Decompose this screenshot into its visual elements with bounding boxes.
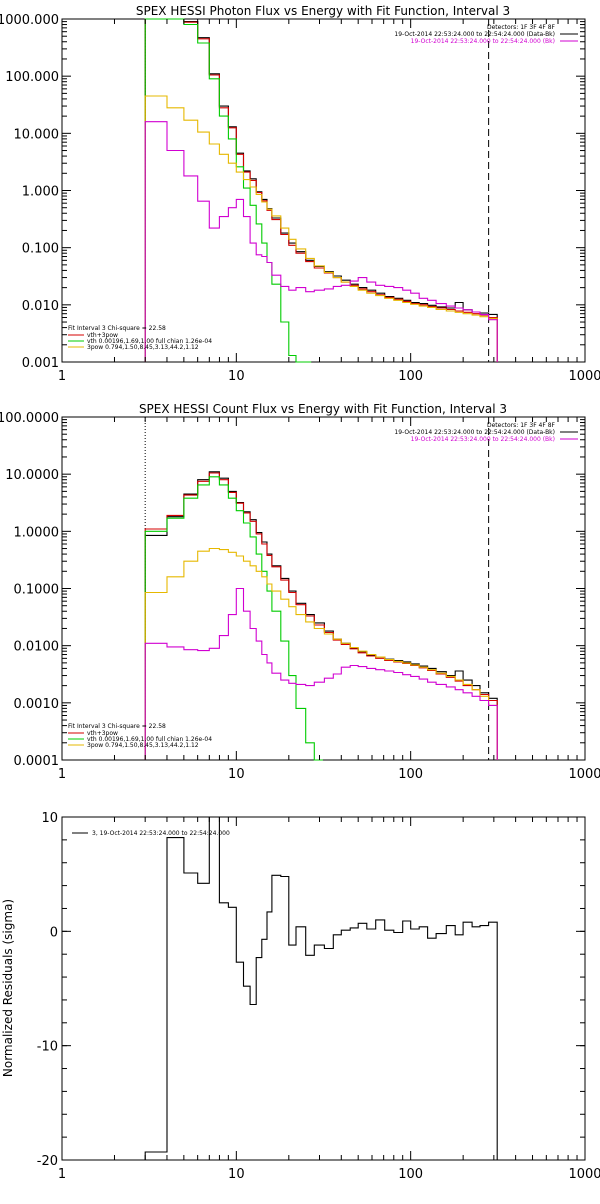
y-tick-label: 10 — [41, 811, 58, 826]
series-line-3 — [144, 95, 498, 362]
residuals-panel: 1 10 100 1000 -20 -10 0 10 Normalized Residuals… — [1, 811, 600, 1182]
count-flux-plot-frame — [61, 416, 586, 761]
photon-fit-line-3: 3pow 0.794,1.50,8.45,3.13,44.2,1.12 — [87, 344, 199, 351]
y-tick-label: -20 — [37, 1154, 58, 1169]
series-line-4 — [144, 587, 498, 760]
photon-flux-panel: SPEX HESSI Photon Flux vs Energy with Fi… — [0, 4, 600, 384]
count-flux-title: SPEX HESSI Count Flux vs Energy with Fit… — [139, 402, 507, 416]
y-tick-label: 100.000 — [5, 70, 59, 85]
y-tick-label: 0.1000 — [14, 583, 60, 598]
series-line-4 — [144, 121, 498, 362]
photon-fit-line-1: vth+3pow — [87, 332, 118, 339]
series-line-0 — [144, 471, 498, 760]
residuals-y-axis-label: Normalized Residuals (sigma) — [1, 899, 15, 1077]
count-header-line-1: 19-Oct-2014 22:53:24.000 to 22:54:24.000… — [394, 429, 555, 436]
x-tick-label: 10 — [228, 1167, 245, 1182]
count-flux-axes: 1 10 100 1000 0.0001 0.0010 0.0100 0.1000 1.0000… — [0, 411, 600, 782]
x-tick-label: 10 — [228, 767, 245, 782]
photon-header-line-1: 19-Oct-2014 22:53:24.000 to 22:54:24.000… — [394, 31, 555, 38]
photon-fit-line-0: Fit Interval 3 Chi-square = 22.58 — [68, 325, 166, 332]
y-tick-label: 1.000 — [22, 185, 59, 200]
residuals-axes: 1 10 100 1000 -20 -10 0 10 — [37, 811, 600, 1182]
y-tick-label: 1.0000 — [14, 525, 60, 540]
x-tick-label: 1 — [58, 1167, 66, 1182]
count-header-line-0: Detectors: 1F 3F 4F 8F — [487, 422, 556, 429]
x-tick-label: 1000 — [568, 1167, 600, 1182]
photon-flux-series — [144, 18, 498, 363]
series-line-2 — [144, 18, 312, 363]
y-tick-label: 0.010 — [22, 299, 59, 314]
y-tick-label: 0 — [50, 925, 58, 940]
photon-header-line-2: 19-Oct-2014 22:53:24.000 to 22:54:24.000… — [411, 38, 555, 45]
y-tick-label: 0.100 — [22, 242, 59, 257]
count-header-line-2: 19-Oct-2014 22:53:24.000 to 22:54:24.000… — [411, 436, 555, 443]
x-tick-label: 10 — [228, 369, 245, 384]
count-flux-series — [144, 471, 498, 761]
x-tick-label: 1000 — [568, 369, 600, 384]
y-tick-label: 10.000 — [14, 127, 60, 142]
x-tick-label: 1000 — [568, 767, 600, 782]
x-tick-label: 1 — [58, 369, 66, 384]
y-tick-label: 10.0000 — [5, 468, 59, 483]
series-line-3 — [144, 547, 498, 760]
count-fit-line-1: vth+3pow — [87, 730, 118, 737]
count-flux-vlines — [144, 417, 490, 760]
x-tick-label: 100 — [398, 767, 423, 782]
series-line-0 — [144, 816, 498, 1160]
photon-flux-plot-frame — [61, 18, 586, 363]
residuals-legend-text: 3, 19-Oct-2014 22:53:24.000 to 22:54:24.… — [92, 830, 230, 837]
residuals-series — [144, 816, 498, 1160]
x-tick-label: 100 — [398, 1167, 423, 1182]
series-line-2 — [144, 476, 323, 761]
photon-flux-axes: 1 10 100 1000 0.001 0.010 0.100 1.000 10.000 100.… — [0, 13, 600, 384]
series-line-1 — [144, 472, 498, 760]
count-flux-panel: SPEX HESSI Count Flux vs Energy with Fit… — [0, 402, 600, 782]
x-tick-label: 1 — [58, 767, 66, 782]
y-tick-label: 0.0010 — [14, 697, 60, 712]
y-tick-label: 100.0000 — [0, 411, 59, 426]
y-tick-label: 0.001 — [22, 356, 59, 371]
count-fit-line-3: 3pow 0.794,1.50,8.45,3.13,44.2,1.12 — [87, 742, 199, 749]
photon-fit-line-2: vth 0.00196,1.69,1.00 full chian 1.26e-0… — [87, 338, 212, 345]
photon-flux-vlines — [144, 19, 490, 362]
photon-header-line-0: Detectors: 1F 3F 4F 8F — [487, 24, 556, 31]
y-tick-label: -10 — [37, 1040, 58, 1055]
count-fit-line-2: vth 0.00196,1.69,1.00 full chian 1.26e-0… — [87, 736, 212, 743]
x-tick-label: 100 — [398, 369, 423, 384]
photon-flux-title: SPEX HESSI Photon Flux vs Energy with Fi… — [136, 4, 510, 18]
count-fit-line-0: Fit Interval 3 Chi-square = 22.58 — [68, 723, 166, 730]
y-tick-label: 1000.000 — [0, 13, 59, 28]
y-tick-label: 0.0001 — [14, 754, 60, 769]
y-tick-label: 0.0100 — [14, 640, 60, 655]
series-line-0 — [144, 18, 498, 362]
residuals-plot-frame — [61, 816, 586, 1161]
